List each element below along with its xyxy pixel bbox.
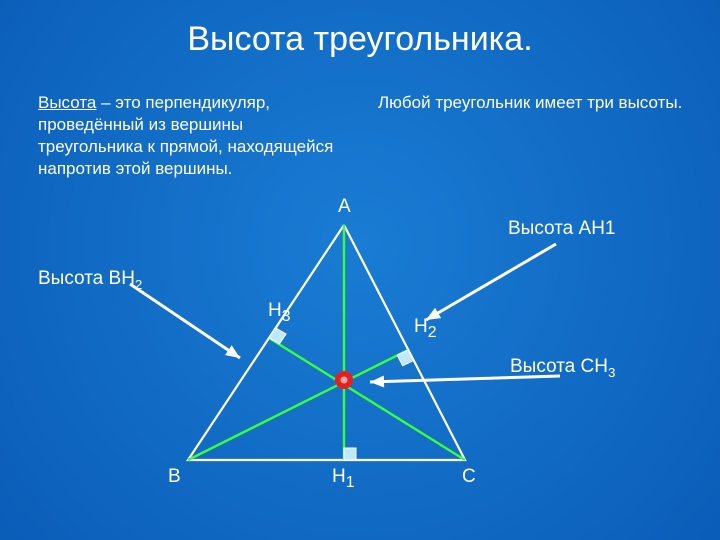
altitude-label: Высота CH3 (510, 356, 615, 380)
altitude-label: Высота BH2 (38, 268, 142, 292)
vertex-label: H3 (268, 300, 291, 326)
vertex-label: A (338, 196, 351, 218)
vertex-label: B (168, 466, 181, 488)
altitude-label: Высота АН1 (508, 218, 616, 240)
vertex-label: C (462, 466, 476, 488)
vertex-label: H1 (332, 466, 355, 492)
vertex-label: H2 (414, 316, 437, 342)
